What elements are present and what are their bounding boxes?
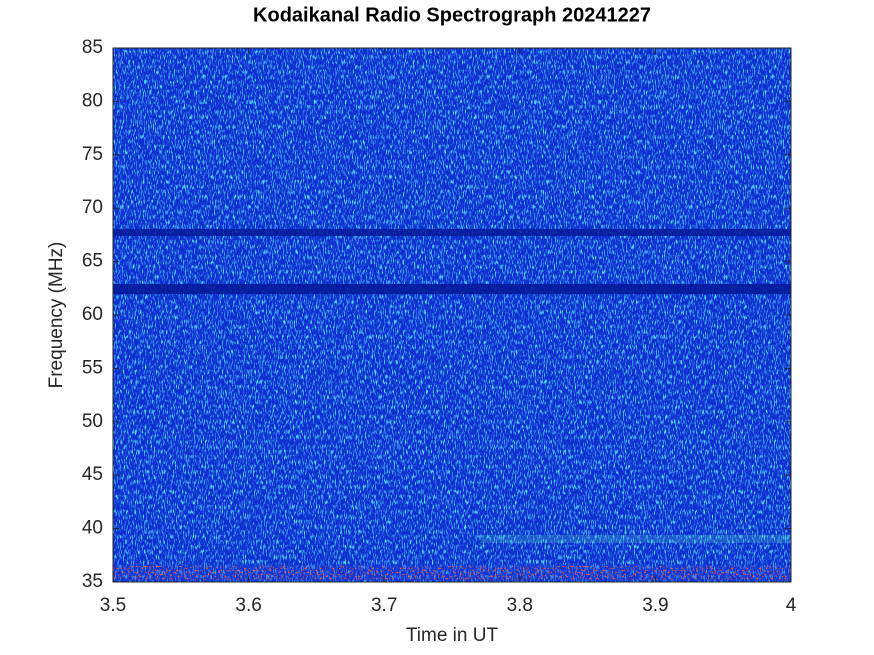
- y-tick-label: 80: [82, 90, 103, 111]
- x-tick-label: 3.9: [642, 595, 668, 616]
- y-tick-label: 75: [82, 144, 103, 165]
- y-tick-label: 65: [82, 251, 103, 272]
- x-tick-label: 3.7: [371, 595, 397, 616]
- y-axis-label: Frequency (MHz): [46, 242, 67, 389]
- x-tick-label: 3.6: [235, 595, 261, 616]
- y-tick-label: 50: [82, 411, 103, 432]
- x-tick-label: 4: [786, 595, 797, 616]
- y-tick-label: 40: [82, 518, 103, 539]
- y-tick-label: 45: [82, 464, 103, 485]
- y-tick-label: 70: [82, 197, 103, 218]
- y-tick-label: 55: [82, 357, 103, 378]
- x-tick-label: 3.8: [507, 595, 533, 616]
- chart-title: Kodaikanal Radio Spectrograph 20241227: [253, 4, 651, 26]
- y-tick-label: 35: [82, 571, 103, 592]
- x-axis-label: Time in UT: [406, 625, 499, 646]
- spectrogram-image: [113, 48, 791, 582]
- y-tick-label: 60: [82, 304, 103, 325]
- x-tick-label: 3.5: [100, 595, 126, 616]
- y-tick-label: 85: [82, 37, 103, 58]
